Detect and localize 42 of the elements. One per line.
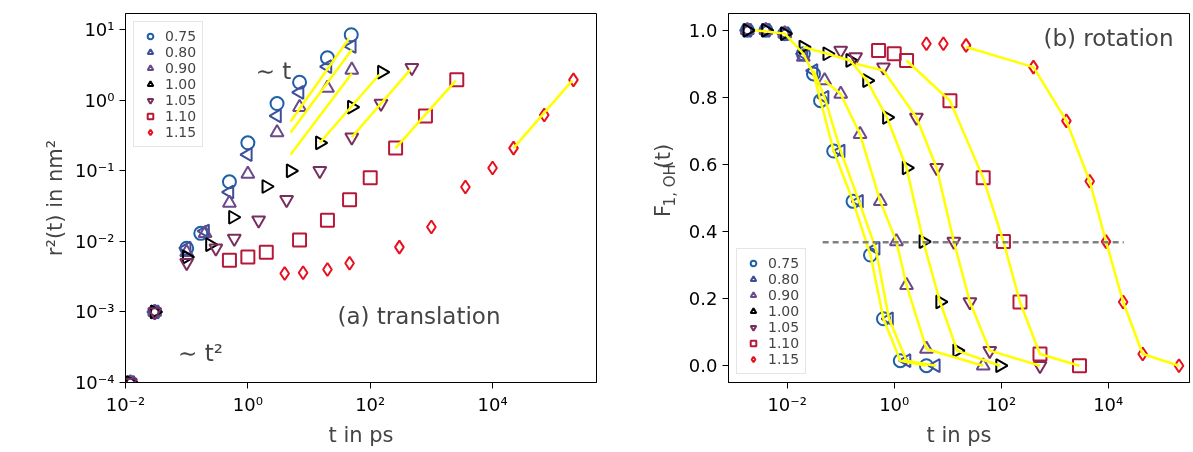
y-axis-title: r²(t) in nm²: [42, 139, 67, 257]
legend-label: 0.80: [768, 271, 800, 287]
legend-label: 0.90: [165, 60, 197, 76]
annotation: ∼ t: [255, 57, 292, 84]
y-tick-label: 10⁻³: [74, 301, 115, 323]
legend-label: 0.80: [165, 44, 197, 60]
legend-label: 0.90: [768, 287, 800, 303]
y-tick-label: 0.6: [688, 153, 718, 175]
x-tick-label: 10⁴: [1093, 393, 1124, 415]
y-tick-label: 1.0: [688, 19, 718, 41]
x-axis-title: t in ps: [328, 422, 394, 447]
annotation: (a) translation: [337, 302, 501, 329]
y-tick-label: 10⁰: [84, 89, 115, 111]
y-tick-label: 0.0: [688, 355, 718, 377]
x-axis-title: t in ps: [926, 422, 992, 447]
legend-label: 1.15: [768, 351, 800, 367]
y-axis-title: F1, OH(t): [650, 143, 679, 218]
y-tick-label: 10⁻¹: [74, 160, 115, 182]
legend-label: 0.75: [165, 28, 197, 44]
x-tick-label: 10⁰: [879, 393, 910, 415]
y-tick-label: 10⁻²: [74, 230, 115, 252]
legend-label: 1.00: [165, 76, 197, 92]
legend-label: 1.10: [165, 108, 197, 124]
legend-label: 1.15: [165, 124, 197, 140]
legend-label: 1.00: [768, 303, 800, 319]
y-tick-label: 10¹: [84, 19, 115, 41]
x-tick-label: 10⁻²: [767, 393, 808, 415]
y-tick-label: 0.8: [688, 86, 718, 108]
legend-label: 1.05: [165, 92, 197, 108]
annotation: ∼ t²: [178, 339, 223, 366]
x-tick-label: 10⁰: [232, 393, 263, 415]
legend-label: 1.10: [768, 335, 800, 351]
x-tick-label: 10²: [355, 393, 386, 415]
x-tick-label: 10⁴: [477, 393, 508, 415]
legend-label: 0.75: [768, 255, 800, 271]
y-tick-label: 0.2: [688, 288, 718, 310]
legend-label: 1.05: [768, 319, 800, 335]
x-tick-label: 10²: [986, 393, 1017, 415]
y-tick-label: 10⁻⁴: [74, 372, 115, 393]
x-tick-label: 10⁻²: [105, 393, 146, 415]
y-tick-label: 0.4: [688, 221, 718, 243]
annotation: (b) rotation: [1043, 24, 1174, 51]
